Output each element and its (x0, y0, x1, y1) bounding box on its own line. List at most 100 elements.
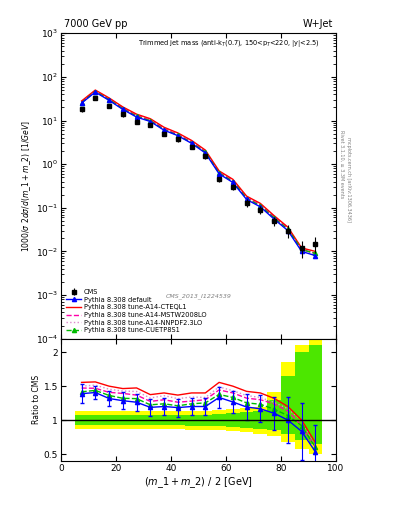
Pythia 8.308 tune-A14-NNPDF2.3LO (148, 116, 152, 122)
Line: Pythia 8.308 tune-A14-CTEQL1: Pythia 8.308 tune-A14-CTEQL1 (82, 90, 315, 251)
Pythia 8.308 default (299, 248, 304, 254)
Pythia 8.308 tune-CUETP8S1 (230, 179, 235, 185)
Pythia 8.308 tune-A14-NNPDF2.3LO (203, 148, 208, 154)
Pythia 8.308 default (203, 150, 208, 156)
Pythia 8.308 tune-CUETP8S1 (79, 100, 84, 106)
Pythia 8.308 tune-CUETP8S1 (258, 203, 263, 209)
Pythia 8.308 tune-A14-MSTW2008LO (285, 225, 290, 231)
Pythia 8.308 default (230, 179, 235, 185)
Pythia 8.308 tune-A14-NNPDF2.3LO (175, 131, 180, 137)
Pythia 8.308 default (134, 114, 139, 120)
Pythia 8.308 default (189, 140, 194, 146)
Pythia 8.308 tune-A14-CTEQL1 (120, 104, 125, 110)
Pythia 8.308 tune-A14-MSTW2008LO (203, 148, 208, 155)
Pythia 8.308 tune-A14-MSTW2008LO (93, 88, 97, 94)
Pythia 8.308 tune-A14-MSTW2008LO (148, 117, 152, 123)
Text: W+Jet: W+Jet (303, 19, 333, 29)
Pythia 8.308 tune-A14-MSTW2008LO (162, 125, 167, 132)
Pythia 8.308 default (120, 106, 125, 113)
Pythia 8.308 tune-A14-CTEQL1 (313, 248, 318, 254)
Pythia 8.308 tune-CUETP8S1 (148, 118, 152, 124)
Pythia 8.308 tune-A14-CTEQL1 (79, 98, 84, 104)
Text: Trimmed jet mass (anti-k$_T$(0.7), 150<p$_T$<220, |y|<2.5): Trimmed jet mass (anti-k$_T$(0.7), 150<p… (138, 38, 320, 49)
Pythia 8.308 default (272, 216, 277, 222)
Pythia 8.308 tune-A14-MSTW2008LO (120, 105, 125, 111)
Pythia 8.308 tune-CUETP8S1 (120, 106, 125, 112)
Legend: CMS, Pythia 8.308 default, Pythia 8.308 tune-A14-CTEQL1, Pythia 8.308 tune-A14-M: CMS, Pythia 8.308 default, Pythia 8.308 … (64, 287, 208, 335)
Pythia 8.308 tune-A14-MSTW2008LO (299, 246, 304, 252)
Pythia 8.308 tune-A14-NNPDF2.3LO (299, 245, 304, 251)
Pythia 8.308 tune-A14-MSTW2008LO (134, 113, 139, 119)
Pythia 8.308 tune-A14-NNPDF2.3LO (285, 225, 290, 231)
Pythia 8.308 tune-A14-CTEQL1 (244, 193, 249, 199)
Pythia 8.308 default (285, 227, 290, 233)
Pythia 8.308 tune-A14-CTEQL1 (148, 116, 152, 122)
Line: Pythia 8.308 tune-A14-MSTW2008LO: Pythia 8.308 tune-A14-MSTW2008LO (82, 91, 315, 253)
Pythia 8.308 tune-A14-NNPDF2.3LO (217, 168, 222, 175)
Pythia 8.308 tune-CUETP8S1 (134, 113, 139, 119)
Pythia 8.308 tune-CUETP8S1 (203, 149, 208, 155)
Pythia 8.308 default (162, 127, 167, 133)
Pythia 8.308 tune-A14-CTEQL1 (217, 168, 222, 174)
Pythia 8.308 default (258, 204, 263, 210)
Pythia 8.308 default (79, 100, 84, 106)
Text: Rivet 3.1.10, ≥ 3.3M events: Rivet 3.1.10, ≥ 3.3M events (339, 130, 344, 198)
Pythia 8.308 tune-CUETP8S1 (217, 170, 222, 176)
Pythia 8.308 tune-A14-NNPDF2.3LO (120, 104, 125, 111)
Pythia 8.308 tune-A14-CTEQL1 (189, 137, 194, 143)
Pythia 8.308 tune-A14-NNPDF2.3LO (230, 177, 235, 183)
Pythia 8.308 tune-A14-MSTW2008LO (175, 132, 180, 138)
Pythia 8.308 tune-CUETP8S1 (272, 215, 277, 221)
Pythia 8.308 tune-A14-CTEQL1 (272, 212, 277, 219)
Pythia 8.308 tune-A14-CTEQL1 (134, 111, 139, 117)
Pythia 8.308 tune-CUETP8S1 (162, 126, 167, 133)
Pythia 8.308 tune-CUETP8S1 (285, 226, 290, 232)
Pythia 8.308 tune-CUETP8S1 (244, 196, 249, 202)
Pythia 8.308 default (93, 89, 97, 95)
Pythia 8.308 tune-CUETP8S1 (313, 250, 318, 257)
Pythia 8.308 tune-A14-CTEQL1 (162, 124, 167, 131)
Pythia 8.308 tune-CUETP8S1 (175, 132, 180, 138)
Pythia 8.308 tune-A14-CTEQL1 (107, 95, 112, 101)
Line: Pythia 8.308 default: Pythia 8.308 default (79, 90, 318, 258)
Line: Pythia 8.308 tune-A14-NNPDF2.3LO: Pythia 8.308 tune-A14-NNPDF2.3LO (82, 91, 315, 253)
Pythia 8.308 default (313, 252, 318, 259)
Pythia 8.308 tune-A14-NNPDF2.3LO (134, 112, 139, 118)
Pythia 8.308 default (244, 197, 249, 203)
X-axis label: $(m\_1 + m\_2)\ /\ 2$ [GeV]: $(m\_1 + m\_2)\ /\ 2$ [GeV] (144, 475, 253, 490)
Pythia 8.308 tune-A14-NNPDF2.3LO (162, 125, 167, 131)
Pythia 8.308 tune-A14-MSTW2008LO (230, 178, 235, 184)
Pythia 8.308 default (217, 171, 222, 177)
Pythia 8.308 tune-A14-NNPDF2.3LO (258, 201, 263, 207)
Y-axis label: Ratio to CMS: Ratio to CMS (32, 375, 41, 424)
Pythia 8.308 tune-A14-NNPDF2.3LO (313, 250, 318, 257)
Text: mcplots.cern.ch [arXiv:1306.3436]: mcplots.cern.ch [arXiv:1306.3436] (346, 137, 351, 222)
Pythia 8.308 default (148, 118, 152, 124)
Pythia 8.308 tune-A14-CTEQL1 (285, 224, 290, 230)
Text: 7000 GeV pp: 7000 GeV pp (64, 19, 127, 29)
Pythia 8.308 tune-A14-MSTW2008LO (313, 250, 318, 257)
Pythia 8.308 tune-A14-MSTW2008LO (244, 195, 249, 201)
Pythia 8.308 default (175, 133, 180, 139)
Pythia 8.308 tune-CUETP8S1 (189, 140, 194, 146)
Pythia 8.308 tune-CUETP8S1 (93, 89, 97, 95)
Pythia 8.308 tune-A14-CTEQL1 (175, 130, 180, 136)
Pythia 8.308 tune-A14-CTEQL1 (230, 176, 235, 182)
Pythia 8.308 tune-A14-NNPDF2.3LO (93, 88, 97, 94)
Pythia 8.308 default (107, 97, 112, 103)
Pythia 8.308 tune-A14-MSTW2008LO (272, 214, 277, 220)
Pythia 8.308 tune-A14-CTEQL1 (299, 245, 304, 251)
Pythia 8.308 tune-CUETP8S1 (107, 97, 112, 103)
Pythia 8.308 tune-A14-MSTW2008LO (217, 169, 222, 176)
Pythia 8.308 tune-A14-NNPDF2.3LO (79, 99, 84, 105)
Pythia 8.308 tune-A14-NNPDF2.3LO (189, 138, 194, 144)
Text: CMS_2013_I1224539: CMS_2013_I1224539 (165, 293, 231, 299)
Pythia 8.308 tune-A14-MSTW2008LO (258, 202, 263, 208)
Pythia 8.308 tune-A14-CTEQL1 (93, 87, 97, 93)
Pythia 8.308 tune-A14-MSTW2008LO (79, 99, 84, 105)
Pythia 8.308 tune-A14-CTEQL1 (203, 147, 208, 153)
Pythia 8.308 tune-A14-MSTW2008LO (189, 139, 194, 145)
Pythia 8.308 tune-A14-NNPDF2.3LO (107, 95, 112, 101)
Pythia 8.308 tune-A14-NNPDF2.3LO (244, 194, 249, 200)
Pythia 8.308 tune-A14-NNPDF2.3LO (272, 214, 277, 220)
